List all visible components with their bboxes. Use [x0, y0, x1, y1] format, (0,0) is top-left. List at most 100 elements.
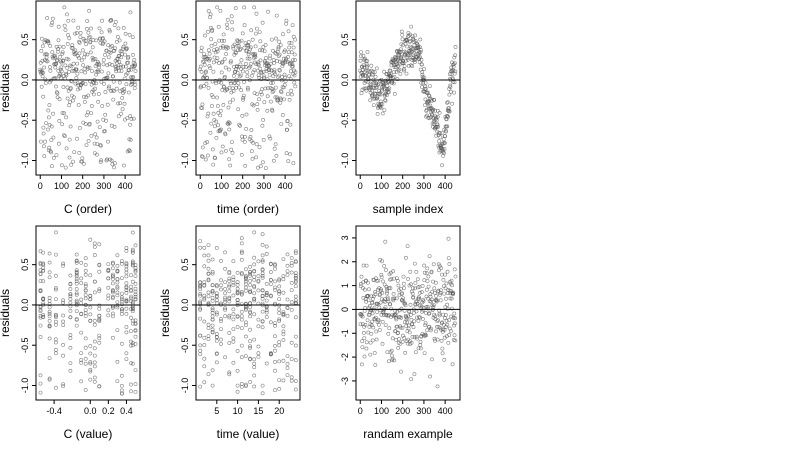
y-tick-label: 0.5: [20, 258, 30, 271]
data-point: [68, 63, 73, 68]
data-point: [252, 312, 257, 317]
data-point: [62, 133, 66, 138]
data-point: [79, 351, 84, 356]
data-point: [229, 14, 234, 19]
data-point: [75, 54, 80, 59]
data-point: [432, 98, 437, 102]
data-point: [227, 284, 232, 289]
data-point: [49, 78, 53, 83]
data-point: [210, 289, 215, 293]
data-point: [231, 293, 236, 298]
plot-frame: [195, 225, 301, 401]
data-point: [48, 44, 53, 48]
data-point: [38, 315, 43, 320]
data-point: [268, 270, 273, 274]
data-point: [235, 368, 240, 373]
data-point: [441, 277, 446, 282]
data-point: [360, 339, 365, 344]
data-point: [399, 306, 404, 311]
data-point: [276, 45, 281, 50]
data-point: [206, 271, 211, 276]
x-axis-title: time (order): [217, 202, 279, 216]
data-point: [57, 44, 62, 49]
data-point: [435, 319, 440, 324]
data-point: [124, 325, 129, 329]
data-point: [268, 294, 273, 299]
data-point: [213, 42, 218, 46]
data-point: [389, 277, 394, 282]
data-point: [424, 90, 429, 95]
data-point: [206, 86, 211, 90]
data-point: [106, 285, 111, 290]
data-point: [207, 51, 212, 56]
data-point: [86, 93, 91, 98]
data-point: [379, 272, 384, 277]
data-point: [132, 63, 137, 68]
data-point: [386, 359, 391, 364]
data-point: [94, 135, 99, 140]
data-point: [387, 326, 392, 331]
data-point: [451, 68, 456, 73]
data-point: [83, 296, 88, 301]
data-point: [119, 111, 124, 116]
data-point: [371, 69, 376, 74]
data-point: [263, 86, 268, 91]
data-point: [247, 56, 252, 61]
data-point: [198, 64, 203, 69]
data-point: [112, 89, 116, 94]
data-point: [57, 141, 61, 146]
data-point: [389, 306, 394, 311]
data-point: [43, 81, 48, 85]
x-tick-label: 400: [118, 181, 133, 191]
data-point: [97, 269, 102, 274]
data-point: [270, 109, 275, 113]
data-point: [54, 313, 58, 318]
data-point: [269, 37, 274, 42]
data-point: [277, 343, 282, 348]
data-point: [246, 87, 250, 92]
data-point: [79, 281, 84, 285]
data-point: [422, 67, 427, 71]
data-point: [442, 147, 447, 151]
data-point: [83, 263, 88, 267]
data-point: [38, 279, 43, 283]
data-point: [89, 111, 94, 116]
data-point: [79, 276, 84, 281]
data-point: [260, 160, 265, 165]
data-point: [68, 100, 72, 104]
data-point: [231, 46, 236, 51]
data-point: [277, 284, 282, 289]
data-point: [230, 97, 235, 102]
data-point: [100, 104, 105, 108]
data-point: [109, 158, 114, 163]
data-point: [431, 304, 436, 309]
data-point: [38, 69, 43, 74]
data-point: [60, 111, 65, 115]
data-point: [446, 115, 451, 119]
data-point: [216, 24, 221, 29]
data-point: [231, 317, 236, 322]
y-tick-label: -0.5: [20, 112, 30, 128]
data-point: [91, 38, 96, 42]
data-point: [400, 33, 405, 37]
data-point: [96, 92, 101, 96]
data-point: [235, 70, 240, 75]
data-point: [40, 36, 44, 41]
data-point: [203, 33, 208, 38]
data-point: [97, 306, 102, 311]
data-point: [453, 45, 458, 49]
data-point: [436, 124, 441, 129]
data-point: [130, 247, 135, 252]
data-point: [82, 67, 87, 71]
data-point: [47, 324, 52, 329]
data-point: [38, 381, 43, 386]
data-point: [68, 333, 73, 337]
data-point: [61, 384, 66, 389]
data-point: [267, 73, 272, 77]
data-point: [227, 372, 232, 377]
data-point: [428, 328, 433, 333]
data-point: [453, 338, 458, 343]
data-point: [434, 124, 439, 129]
